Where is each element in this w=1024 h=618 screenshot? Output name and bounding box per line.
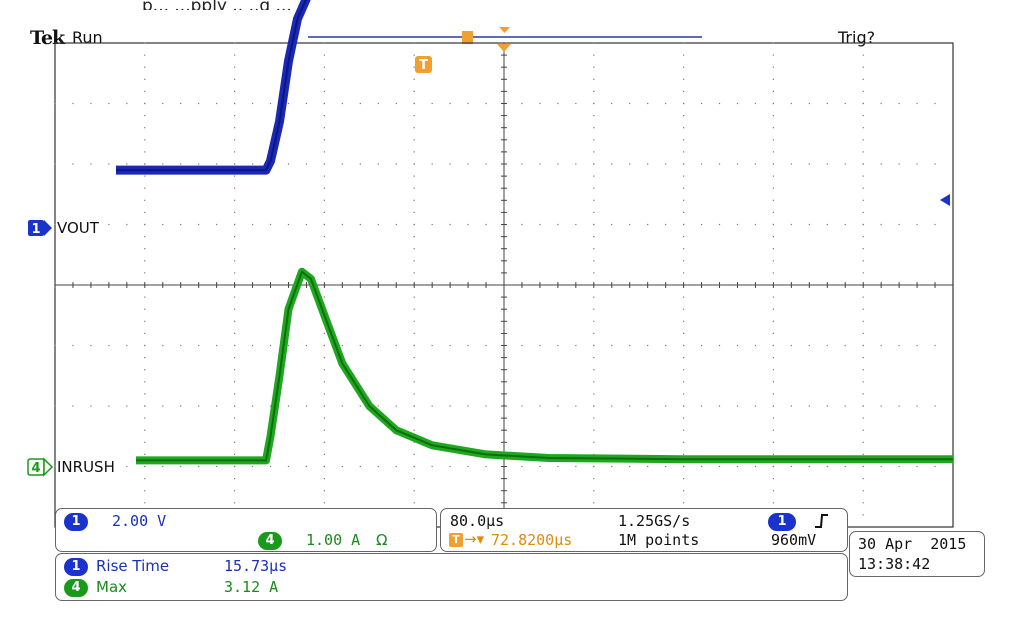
horizontal-scale: 80.0µs: [450, 512, 505, 530]
trigger-level-arrow-icon[interactable]: [940, 194, 950, 206]
trigger-status: Trig?: [838, 28, 876, 47]
sample-rate: 1.25GS/s: [618, 512, 691, 530]
record-view-window: [462, 31, 473, 44]
meas2-value: 3.12 A: [224, 578, 279, 596]
meas2-name: Max: [96, 578, 128, 596]
horizontal-trigger-panel[interactable]: 80.0µs T →▾ 72.8200µs 1.25GS/s 1M points…: [440, 508, 848, 552]
trigger-source-badge[interactable]: 1: [768, 513, 796, 531]
meas2-channel-badge: 4: [64, 579, 88, 597]
trigger-level: 960mV: [771, 531, 817, 549]
trigger-position-icon: [497, 44, 511, 52]
ch4-badge[interactable]: 4: [258, 532, 282, 550]
ch4-scale: 1.00 A: [306, 531, 361, 549]
meas1-name: Rise Time: [96, 557, 170, 575]
vout-trace-core: [116, 0, 307, 172]
svg-text:T: T: [419, 58, 428, 73]
time: 13:38:42: [858, 555, 931, 573]
meas1-value: 15.73µs: [224, 557, 288, 575]
ch1-badge[interactable]: 1: [64, 513, 88, 531]
cropped-caption-fragment: p... ...pply .. ..g ...: [142, 0, 292, 10]
trigger-delay-icon: T: [449, 533, 463, 547]
delay-arrow-icon: →▾: [464, 530, 485, 548]
overview-trigger-marker-icon: [499, 27, 510, 33]
date: 30 Apr 2015: [858, 535, 967, 553]
svg-text:1: 1: [31, 222, 40, 237]
inrush-trace: [136, 267, 953, 465]
trigger-delay-marker-icon: [415, 56, 432, 73]
svg-text:4: 4: [31, 461, 40, 476]
acquisition-state: Run: [72, 28, 103, 47]
ch1-scale: 2.00 V: [112, 512, 167, 530]
inrush-trace-core: [136, 270, 953, 462]
ch4-ground-marker[interactable]: 4: [27, 457, 54, 477]
ch4-label: INRUSH: [56, 458, 116, 476]
vertical-settings-panel[interactable]: 1 2.00 V 4 1.00 A Ω: [55, 508, 437, 552]
ch1-ground-marker[interactable]: 1: [28, 220, 52, 237]
datetime-panel: 30 Apr 2015 13:38:42: [849, 531, 985, 577]
ch4-coupling-ohm: Ω: [376, 531, 388, 549]
vout-trace: [116, 0, 311, 175]
record-length: 1M points: [618, 531, 700, 549]
trigger-delay: 72.8200µs: [491, 531, 573, 549]
ch1-label: VOUT: [56, 219, 100, 237]
measurement-panel[interactable]: 1 Rise Time 15.73µs 4 Max 3.12 A: [55, 553, 848, 601]
meas1-channel-badge: 1: [64, 558, 88, 576]
rising-edge-icon: [815, 514, 828, 528]
